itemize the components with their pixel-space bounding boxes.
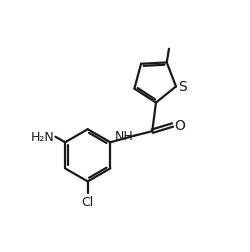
Text: S: S — [178, 80, 187, 94]
Text: Cl: Cl — [82, 195, 94, 208]
Text: H₂N: H₂N — [30, 131, 54, 144]
Text: O: O — [174, 118, 185, 133]
Text: NH: NH — [114, 130, 133, 143]
